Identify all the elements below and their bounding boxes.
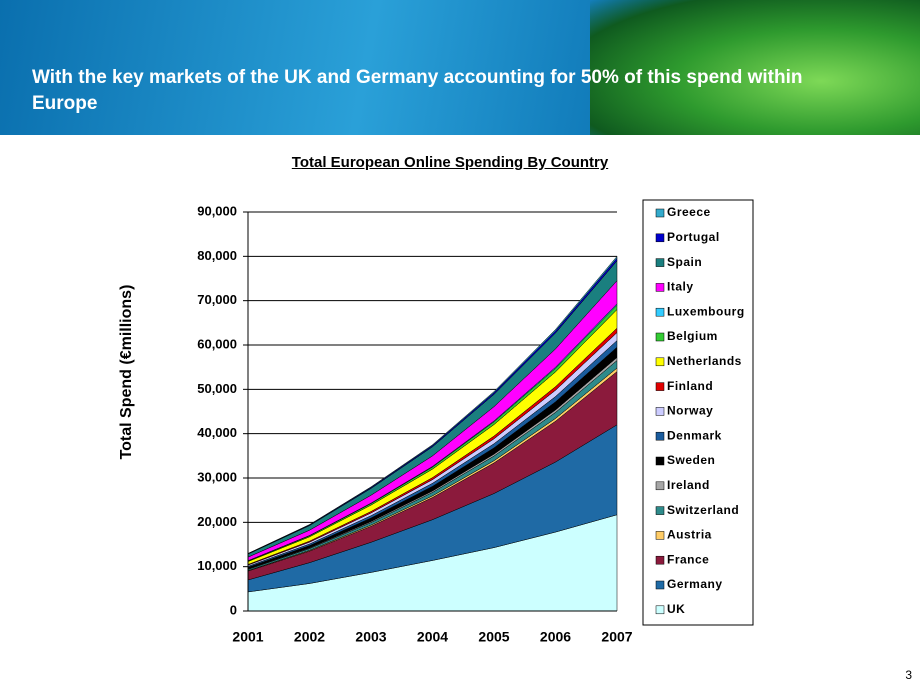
x-tick-label: 2006 bbox=[540, 629, 571, 645]
legend-label: Portugal bbox=[667, 230, 720, 244]
legend-label: Denmark bbox=[667, 428, 722, 442]
legend-label: Sweden bbox=[667, 453, 715, 467]
banner-image bbox=[590, 0, 920, 135]
legend-swatch bbox=[655, 407, 665, 416]
y-tick-label: 70,000 bbox=[197, 292, 237, 307]
y-tick-label: 50,000 bbox=[197, 381, 237, 396]
legend-swatch bbox=[655, 531, 665, 540]
y-tick-label: 20,000 bbox=[197, 514, 237, 529]
y-tick-label: 80,000 bbox=[197, 248, 237, 263]
y-tick-label: 60,000 bbox=[197, 336, 237, 351]
y-tick-label: 30,000 bbox=[197, 469, 237, 484]
legend-swatch bbox=[655, 283, 665, 292]
legend-label: Switzerland bbox=[667, 503, 739, 517]
legend-label: Norway bbox=[667, 404, 713, 418]
x-tick-label: 2004 bbox=[417, 629, 448, 645]
legend-swatch bbox=[655, 307, 665, 317]
legend-swatch bbox=[655, 208, 665, 218]
y-tick-label: 40,000 bbox=[197, 425, 237, 440]
legend-label: Greece bbox=[667, 205, 711, 219]
x-tick-label: 2007 bbox=[601, 629, 632, 645]
page-number: 3 bbox=[905, 668, 912, 682]
x-tick-label: 2001 bbox=[232, 629, 263, 645]
legend-label: France bbox=[667, 552, 709, 566]
legend-swatch bbox=[655, 332, 665, 342]
legend-swatch bbox=[655, 481, 665, 491]
y-tick-label: 10,000 bbox=[197, 558, 237, 573]
legend-swatch bbox=[655, 555, 665, 565]
legend-label: Germany bbox=[667, 577, 723, 591]
area bbox=[247, 255, 618, 555]
legend-swatch bbox=[655, 456, 665, 466]
legend-swatch bbox=[655, 605, 665, 615]
legend-swatch bbox=[655, 233, 665, 243]
legend-label: UK bbox=[667, 602, 685, 616]
y-tick-label: 0 bbox=[230, 602, 237, 617]
y-tick-label: 90,000 bbox=[197, 203, 237, 218]
x-tick-label: 2003 bbox=[355, 629, 386, 645]
x-tick-label: 2002 bbox=[294, 629, 325, 645]
chart-title: Total European Online Spending By Countr… bbox=[291, 154, 609, 171]
legend-label: Italy bbox=[667, 280, 694, 294]
legend-swatch bbox=[655, 258, 665, 267]
legend-swatch bbox=[655, 357, 665, 367]
legend-label: Spain bbox=[667, 255, 702, 269]
y-axis-title: Total Spend (€millions) bbox=[118, 285, 135, 460]
legend-label: Netherlands bbox=[667, 354, 742, 368]
legend-label: Luxembourg bbox=[667, 304, 745, 318]
legend-label: Austria bbox=[667, 528, 712, 542]
legend-swatch bbox=[655, 506, 665, 515]
legend-swatch bbox=[655, 431, 665, 441]
x-tick-label: 2005 bbox=[478, 629, 509, 645]
legend-swatch bbox=[655, 580, 665, 590]
legend-label: Belgium bbox=[667, 329, 718, 343]
headline: With the key markets of the UK and Germa… bbox=[32, 67, 803, 114]
legend-label: Finland bbox=[667, 379, 713, 393]
legend-swatch bbox=[655, 382, 665, 391]
legend-label: Ireland bbox=[667, 478, 710, 492]
